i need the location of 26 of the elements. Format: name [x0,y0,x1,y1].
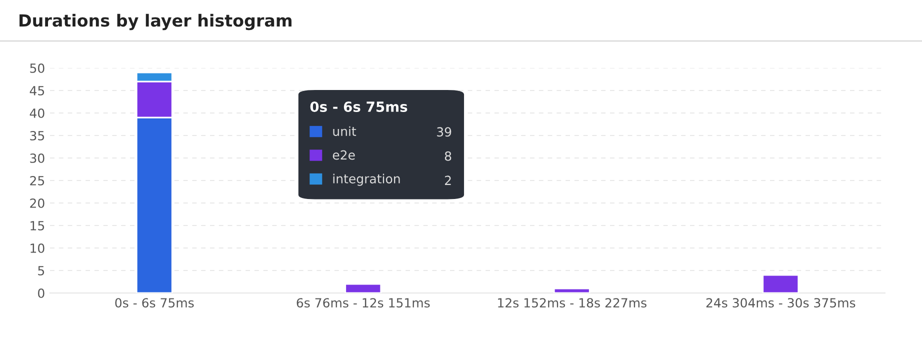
y-tick-label: 0 [38,288,44,298]
legend-label: integration [333,174,400,186]
annotation: 2 [444,176,451,185]
legend-label: e2e [332,150,355,160]
legend-label: unit [333,126,356,136]
y-tick-label: 25 [30,176,44,186]
x-tick-label: 0s - 6s 75ms [115,298,194,308]
x-tick-label: 12s 152ms - 18s 227ms [498,298,646,308]
y-tick-label: 35 [30,130,44,140]
annotation: 8 [444,151,452,161]
x-tick-label: 6s 76ms - 12s 151ms [296,298,430,308]
y-tick-label: 40 [30,108,44,118]
y-tick-label: 15 [30,221,44,230]
y-tick-label: 20 [30,198,44,208]
y-tick-label: 10 [30,243,44,253]
y-tick-label: 30 [30,153,44,163]
annotation: 39 [437,127,452,137]
x-tick-label: 24s 304ms - 30s 375ms [706,298,856,308]
y-tick-label: 5 [38,266,44,276]
chart-title: Durations by layer histogram [20,14,292,30]
bar [553,288,590,293]
legend-title: 0s - 6s 75ms [310,101,408,112]
bar [762,274,800,293]
y-tick-label: 45 [30,86,44,96]
bar [344,283,382,293]
y-tick-label: 50 [30,63,44,73]
